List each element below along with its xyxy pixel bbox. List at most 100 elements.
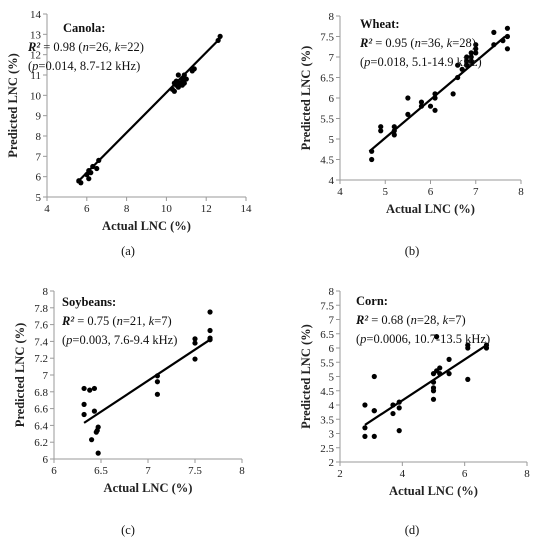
panel-label: (b) bbox=[405, 244, 420, 258]
data-point bbox=[154, 373, 160, 379]
x-tick-label: 4 bbox=[337, 186, 343, 198]
data-point bbox=[371, 408, 377, 414]
y-tick-label: 7.8 bbox=[34, 303, 48, 315]
data-point bbox=[217, 33, 223, 39]
panel-soybeans: 6 6.5 7 7.5 8 6 6.2 6.4 6.6 6.8 7 7.2 7.4 7.6 7.8 8 Actu… bbox=[13, 286, 245, 537]
data-point bbox=[88, 170, 94, 176]
data-point bbox=[207, 337, 213, 343]
crop-title: Wheat: bbox=[360, 17, 400, 31]
stat-line-2-part: ( bbox=[360, 55, 364, 69]
data-point bbox=[468, 54, 474, 60]
crop-title: Corn: bbox=[356, 294, 388, 308]
stat-line-1-part: = 0.98 ( bbox=[40, 40, 82, 54]
y-tick-label: 6.5 bbox=[320, 329, 334, 341]
stat-line-2-part: p bbox=[359, 332, 366, 346]
panel-wheat: 4 5 6 7 8 4 4.5 5 5.5 6 6.5 7 7.5 8 Actual LNC (%) Pred… bbox=[299, 11, 524, 258]
stat-line-2-part: =0.0006, 10.7-13.5 kHz) bbox=[366, 332, 490, 346]
data-point bbox=[371, 373, 377, 380]
data-point bbox=[89, 437, 95, 443]
data-point bbox=[391, 132, 397, 138]
data-point bbox=[94, 165, 100, 172]
crop-title: Canola: bbox=[63, 21, 105, 35]
data-point bbox=[450, 91, 456, 97]
data-point bbox=[362, 402, 368, 408]
data-point bbox=[446, 371, 452, 377]
data-point bbox=[171, 88, 177, 94]
data-point bbox=[171, 80, 177, 86]
stat-line-1-part: =26, bbox=[89, 40, 115, 54]
data-point bbox=[192, 336, 198, 342]
data-point bbox=[183, 76, 189, 82]
data-point bbox=[396, 428, 402, 434]
data-point bbox=[468, 58, 474, 64]
panel-label: (d) bbox=[405, 523, 420, 537]
data-point bbox=[430, 379, 437, 385]
data-point bbox=[465, 376, 471, 382]
x-tick-label: 8 bbox=[524, 468, 530, 480]
y-tick-label: 6.2 bbox=[34, 437, 48, 449]
stat-line-1-part: R² bbox=[61, 314, 74, 328]
data-point bbox=[437, 365, 443, 371]
x-tick-label: 2 bbox=[337, 468, 343, 480]
stat-line-1-part: k bbox=[447, 36, 453, 50]
stat-line-1-part: =28, bbox=[417, 313, 443, 327]
x-tick-label: 4 bbox=[400, 468, 406, 480]
stat-line-1-part: k bbox=[115, 40, 121, 54]
data-point bbox=[369, 148, 375, 154]
data-point bbox=[427, 103, 434, 109]
data-point bbox=[483, 345, 490, 351]
stat-line-1-part: n bbox=[83, 40, 89, 54]
y-axis-title: Predicted LNC (%) bbox=[299, 46, 313, 151]
x-axis-title: Actual LNC (%) bbox=[389, 484, 478, 498]
stat-line-1-part: =21, bbox=[123, 314, 149, 328]
data-point bbox=[430, 396, 437, 402]
data-point bbox=[391, 124, 397, 130]
y-tick-label: 6 bbox=[329, 343, 335, 355]
y-tick-label: 3.5 bbox=[320, 414, 334, 426]
y-tick-label: 12 bbox=[30, 50, 41, 62]
data-point bbox=[468, 50, 474, 56]
stat-line-2-part: ( bbox=[28, 59, 32, 73]
y-tick-label: 8 bbox=[329, 286, 335, 298]
y-tick-label: 7.5 bbox=[320, 300, 334, 312]
y-tick-label: 8 bbox=[329, 11, 335, 23]
stat-line-2-part: =0.014, 8.7-12 kHz) bbox=[38, 59, 140, 73]
stat-line-1-part: =28) bbox=[452, 36, 476, 50]
stat-line-1: R² = 0.98 (n=26, k=22) bbox=[27, 40, 144, 54]
stat-line-1-part: k bbox=[443, 313, 449, 327]
data-point bbox=[473, 42, 479, 48]
data-point bbox=[500, 38, 506, 44]
stat-line-2-part: p bbox=[65, 333, 72, 347]
data-point bbox=[446, 356, 452, 362]
data-point bbox=[179, 76, 185, 82]
x-tick-label: 10 bbox=[161, 203, 173, 215]
stat-line-1-part: n bbox=[411, 313, 417, 327]
data-point bbox=[192, 340, 198, 346]
data-point bbox=[369, 156, 375, 163]
data-point bbox=[95, 450, 101, 456]
data-point bbox=[464, 62, 470, 68]
data-point bbox=[390, 410, 396, 417]
data-point bbox=[154, 391, 160, 397]
y-tick-label: 5.5 bbox=[320, 114, 334, 126]
y-tick-label: 7.5 bbox=[320, 32, 334, 44]
data-point bbox=[459, 66, 465, 72]
stat-line-1-part: =36, bbox=[421, 36, 447, 50]
data-point bbox=[175, 72, 181, 78]
x-tick-label: 6 bbox=[84, 203, 90, 215]
y-tick-label: 7.4 bbox=[34, 336, 48, 348]
data-point bbox=[371, 433, 377, 439]
x-tick-label: 8 bbox=[518, 186, 524, 198]
y-tick-label: 7 bbox=[329, 52, 335, 64]
y-tick-label: 6.6 bbox=[34, 404, 48, 416]
y-tick-label: 8 bbox=[43, 286, 49, 298]
y-axis-title: Predicted LNC (%) bbox=[299, 324, 313, 429]
stat-line-1-part: = 0.68 ( bbox=[368, 313, 410, 327]
stat-line-2-part: =0.003, 7.6-9.4 kHz) bbox=[72, 333, 177, 347]
data-point bbox=[81, 411, 87, 418]
y-tick-label: 13 bbox=[30, 29, 42, 41]
data-point bbox=[207, 309, 213, 315]
y-tick-label: 4 bbox=[329, 175, 335, 187]
x-tick-label: 4 bbox=[44, 203, 50, 215]
